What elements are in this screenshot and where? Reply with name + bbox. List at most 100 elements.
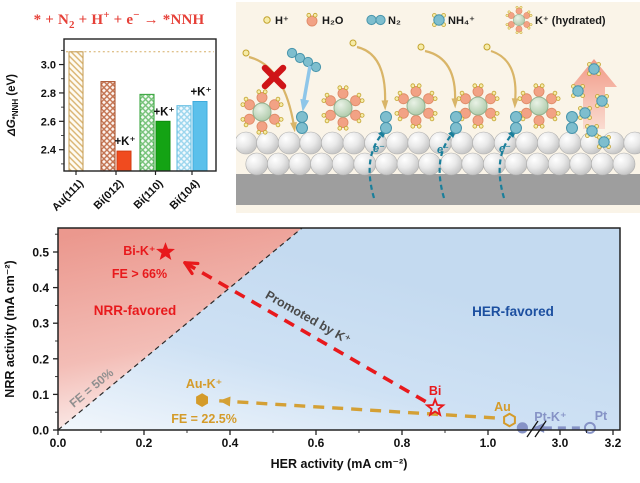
y-tick-label: 0.2 — [32, 352, 49, 366]
legend-label: K⁺ (hydrated) — [535, 15, 606, 27]
proton-icon — [483, 43, 491, 51]
y-tick-label: 0.3 — [32, 317, 49, 331]
surface-atom — [558, 131, 582, 155]
ammonium-icon — [597, 135, 611, 149]
water-icon — [423, 107, 438, 122]
x-category-label-Bi(104): Bi(104) — [168, 177, 203, 212]
au-k-arrow — [219, 399, 495, 420]
star-marker — [156, 242, 175, 261]
scatter-y-axis-title: NRR activity (mA cm⁻²) — [3, 260, 17, 397]
x-tick-label: 0.0 — [50, 436, 67, 450]
promoted-by-k-arrow — [183, 261, 427, 404]
arrowhead — [511, 98, 519, 109]
potassium-ion — [333, 98, 353, 118]
x-tick-label: 0.4 — [222, 436, 239, 450]
plus-k-label: +K⁺ — [190, 86, 211, 98]
surface-atom — [277, 131, 301, 155]
y-tick-label: 2.4 — [41, 145, 57, 157]
dinitrogen-icon — [450, 111, 462, 134]
label-Au-K⁺: Au-K⁺ — [186, 377, 222, 391]
legend-label: NH₄⁺ — [448, 15, 475, 27]
au-k-arrow-head — [219, 396, 231, 407]
surface-atom — [461, 152, 485, 176]
point-Au-K⁺: Au-K⁺ FE = 22.5% — [171, 377, 237, 426]
surface-atom — [483, 152, 506, 176]
surface-atom — [385, 131, 409, 155]
potassium-ion — [406, 96, 426, 116]
arrowhead — [451, 98, 459, 109]
circle-marker — [516, 422, 529, 434]
water-icon — [505, 21, 515, 30]
surface-atom — [591, 152, 614, 176]
surface-atom — [537, 131, 560, 155]
label-Bi-K⁺: Bi-K⁺ — [123, 244, 155, 258]
plus-k-label: +K⁺ — [114, 136, 135, 148]
equation-superscript: − — [133, 9, 140, 21]
fe-50-boundary-line — [57, 227, 303, 431]
bar-chart-dG-NNH: +K⁺ +K⁺ +K⁺ 2.4 2.6 2.8 3.0 Au(111) Bi(012) Bi(11… — [6, 38, 217, 214]
legend-item-ammonium-icon: NH₄⁺ — [432, 13, 475, 27]
ammonium-icon — [595, 94, 609, 108]
equation-part: * + N — [33, 12, 69, 28]
surface-atom — [256, 131, 279, 155]
hydrated-potassium-icon — [505, 5, 533, 35]
surface-atom — [236, 131, 258, 155]
surface-atom — [321, 131, 344, 155]
electron-label: e⁻ — [499, 143, 511, 155]
proton-icon — [242, 49, 250, 57]
bar-Bi(012)-pristine — [100, 81, 116, 172]
surface-atom — [396, 152, 420, 176]
legend-item-dinitrogen-icon: N₂ — [366, 14, 401, 27]
point-Bi: Bi — [424, 384, 446, 417]
surface-atom — [623, 131, 640, 155]
dinitrogen-icon — [375, 14, 386, 26]
surface-atom — [245, 152, 269, 176]
label-Pt: Pt — [595, 409, 608, 423]
surface-atom — [515, 131, 539, 155]
surface-atom — [504, 152, 528, 176]
equation-part: + e — [109, 12, 134, 28]
axis-break-mark — [526, 420, 539, 438]
hydrated-potassium-icon — [517, 83, 561, 129]
promoted-by-k-arrow-head — [183, 261, 194, 276]
reaction-equation: * + N2 + H+ + e− → *NNH — [2, 9, 236, 31]
proton-icon — [349, 39, 357, 47]
hexagon-marker — [196, 393, 208, 407]
point-Au: Au — [494, 400, 516, 428]
dinitrogen-icon — [566, 111, 578, 134]
bar-plot-frame — [63, 38, 217, 172]
circle-marker — [583, 421, 596, 434]
hydrated-potassium-icon — [240, 89, 284, 135]
x-tick-label: 1.0 — [480, 436, 497, 450]
n2-adsorption-arrow — [300, 65, 312, 112]
y-tick-label: 0.1 — [32, 388, 49, 402]
bar-y-axis-title: ΔG*NNH (eV) — [6, 74, 20, 137]
surface-atom — [299, 131, 323, 155]
water-icon — [306, 12, 318, 27]
water-icon — [350, 109, 365, 124]
water-icon — [410, 115, 422, 129]
surface-atom — [612, 152, 636, 176]
legend-item-proton-icon: H⁺ — [263, 15, 289, 27]
water-icon — [337, 85, 349, 99]
axis-break-mark — [534, 420, 547, 438]
water-icon — [485, 107, 500, 122]
bar-Bi(110)-with-k — [155, 120, 171, 172]
surface-atom — [353, 152, 377, 176]
surface-atom — [375, 152, 398, 176]
ammonium-icon — [578, 106, 592, 120]
proton-approach-arrow — [417, 43, 459, 109]
potassium-ion — [513, 14, 525, 26]
water-icon — [517, 90, 532, 105]
water-icon — [256, 89, 268, 103]
bar-Bi(104)-with-k — [192, 101, 208, 172]
hydrated-potassium-icon — [394, 83, 438, 129]
surface-atom — [288, 152, 312, 176]
x-category-label-Bi(110): Bi(110) — [132, 177, 166, 211]
electron-label: e⁻ — [437, 144, 449, 156]
legend-label: H₂O — [322, 15, 344, 27]
her-favored-label: HER-favored — [472, 304, 554, 319]
equation-part: → *NNH — [139, 12, 205, 28]
surface-atom — [267, 152, 290, 176]
hydrated-potassium-icon — [321, 85, 365, 131]
